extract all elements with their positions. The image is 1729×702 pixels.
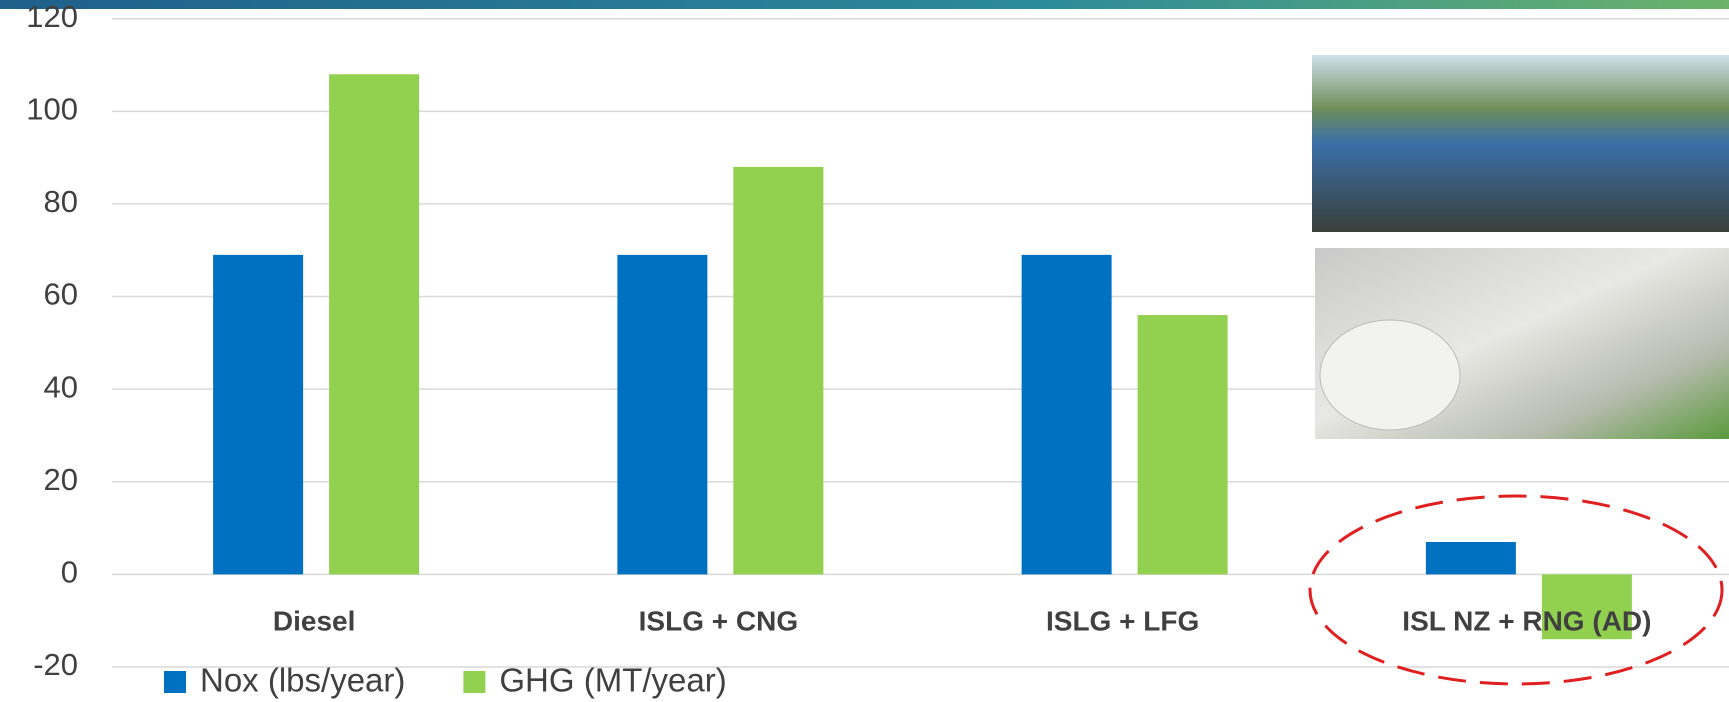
x-tick-label: ISLG + LFG [1046,605,1199,636]
y-tick-label: -20 [33,647,78,682]
y-tick-label: 100 [26,92,78,127]
y-tick-label: 0 [61,555,78,590]
header-band [0,0,1729,9]
y-tick-label: 20 [44,462,78,497]
y-tick-label: 80 [44,184,78,219]
x-tick-label: ISLG + CNG [639,605,798,636]
legend-swatch [164,671,186,693]
legend-swatch [463,671,486,693]
bar [1137,315,1228,575]
bar [329,74,420,575]
bar [617,254,708,575]
y-tick-label: 60 [44,277,78,312]
truck-fleet-photo [1312,55,1729,232]
digester-dome [1319,319,1461,431]
highlight-ellipse [1308,494,1724,686]
bar [1021,254,1112,575]
x-tick-label: Diesel [273,605,356,636]
legend-label: Nox (lbs/year) [200,662,405,699]
plot: Diesel ISLG + CNG ISLG + LFG ISL NZ + RNG (… [164,74,1651,699]
legend-label: GHG (MT/year) [499,662,726,699]
y-tick-label: 40 [44,369,78,404]
bar [213,254,304,575]
y-tick-label: 120 [26,0,78,34]
x-tick-label: ISL NZ + RNG (AD) [1402,605,1651,636]
bar [1541,574,1632,640]
bar [733,166,824,575]
bar [1425,541,1516,575]
